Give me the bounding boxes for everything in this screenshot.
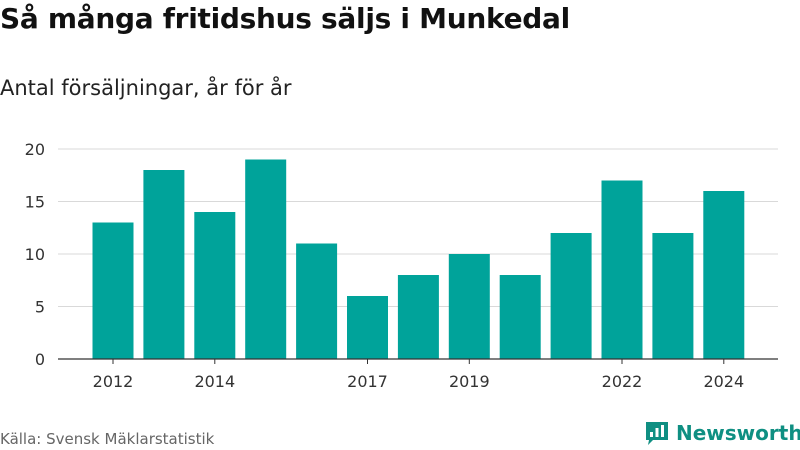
y-tick-label: 15 xyxy=(25,193,45,212)
y-tick-label: 10 xyxy=(25,245,45,264)
x-tick-label: 2014 xyxy=(194,372,235,391)
bar-2018 xyxy=(397,275,439,359)
brand-name: Newsworthy xyxy=(676,421,800,445)
x-tick-label: 2017 xyxy=(347,372,388,391)
x-tick-label: 2024 xyxy=(703,372,744,391)
bar-2021 xyxy=(550,233,592,359)
bar-2014 xyxy=(194,212,236,359)
brand-logo: Newsworthy xyxy=(644,420,800,446)
bar-2013 xyxy=(143,170,185,359)
bar-2017 xyxy=(347,296,388,359)
bar-chart: 0 5 10 15 20 2012 2014 2017 2019 2022 2024 xyxy=(25,140,778,391)
chart-title: Så många fritidshus säljs i Munkedal xyxy=(0,2,570,35)
source-note: Källa: Svensk Mäklarstatistik xyxy=(0,430,215,448)
bar-2012 xyxy=(92,222,134,359)
bar-2019 xyxy=(448,254,490,359)
bar-2023 xyxy=(652,233,694,359)
y-tick-label: 20 xyxy=(25,140,45,159)
y-tick-label: 5 xyxy=(35,298,45,317)
bar-2016 xyxy=(296,243,338,359)
x-axis-ticks: 2012 2014 2017 2019 2022 2024 xyxy=(93,359,744,391)
bar-2020 xyxy=(499,275,541,359)
x-tick-label: 2022 xyxy=(602,372,643,391)
y-tick-label: 0 xyxy=(35,350,45,369)
y-axis-ticks: 0 5 10 15 20 xyxy=(25,140,45,369)
x-tick-label: 2019 xyxy=(449,372,490,391)
bar-2015 xyxy=(245,159,287,359)
bar-2024 xyxy=(703,191,745,359)
bars xyxy=(92,159,745,359)
newsworthy-logo-icon xyxy=(646,422,668,445)
chart-subtitle: Antal försäljningar, år för år xyxy=(0,76,292,100)
bar-2022 xyxy=(601,180,643,359)
x-tick-label: 2012 xyxy=(93,372,134,391)
